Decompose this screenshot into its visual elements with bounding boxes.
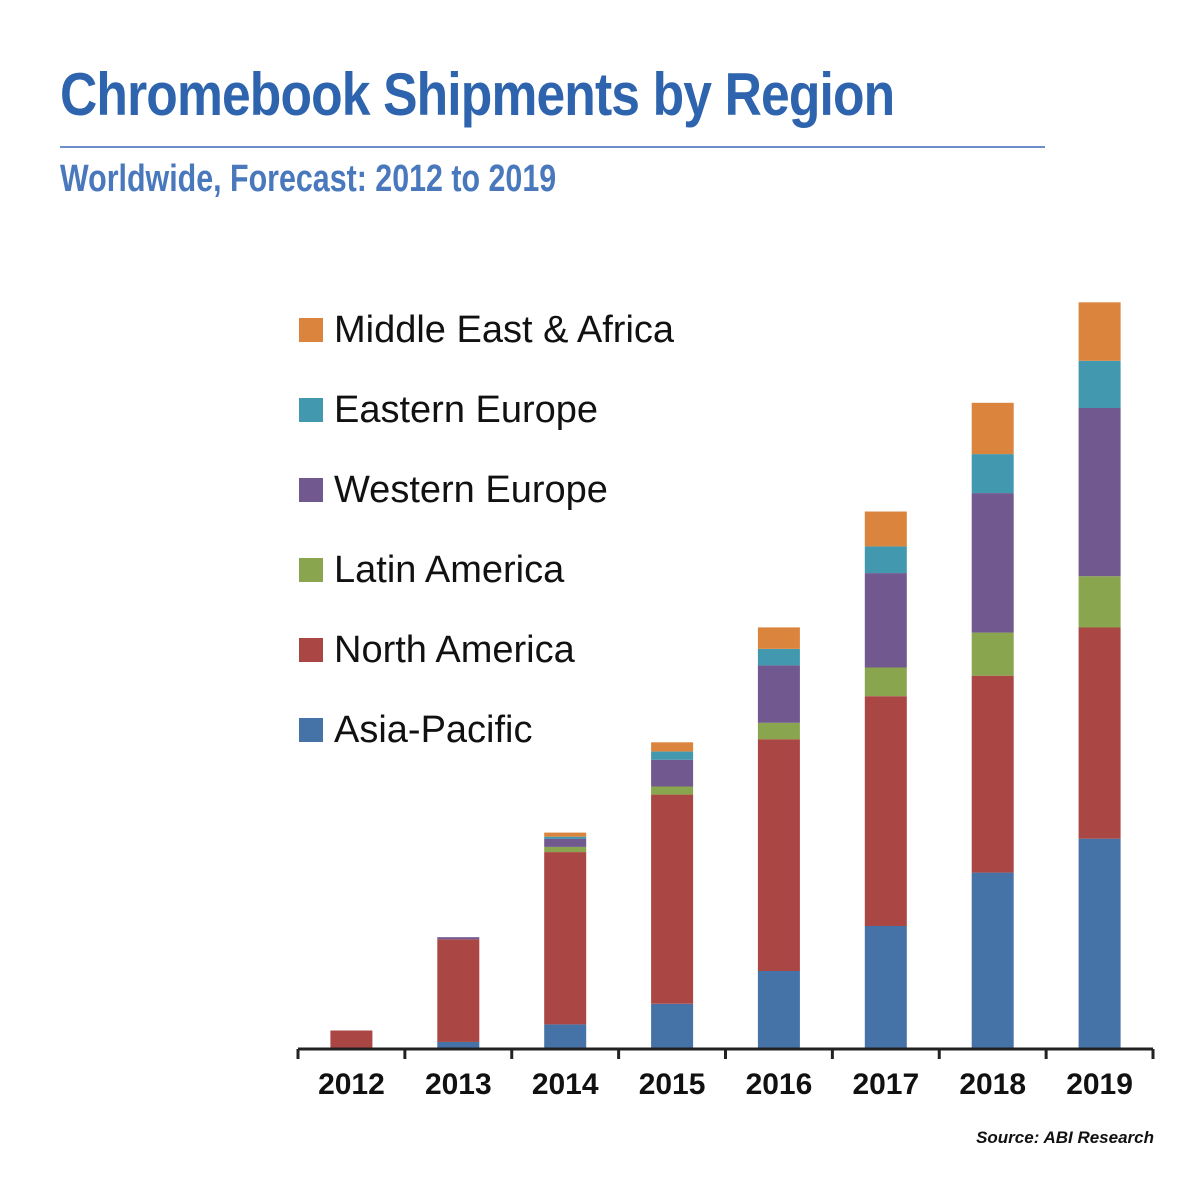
title-divider: [60, 146, 1045, 148]
bar-2019-eastern-europe: [1078, 360, 1121, 408]
x-tick-label-2017: 2017: [852, 1068, 919, 1101]
legend-swatch-eastern-europe: [299, 398, 323, 422]
bar-2017-north-america: [864, 696, 907, 926]
bar-2016-western-europe: [757, 665, 800, 723]
bar-2018-eastern-europe: [971, 454, 1014, 494]
bar-2019-asia-pacific: [1078, 838, 1121, 1049]
bar-2013-asia-pacific: [437, 1041, 480, 1049]
bar-2012-north-america: [330, 1030, 373, 1049]
legend-label-eastern-europe: Eastern Europe: [334, 389, 598, 431]
legend-swatch-western-europe: [299, 478, 323, 502]
bar-2014-middle-east-africa: [544, 832, 587, 837]
legend-swatch-middle-east-africa: [299, 318, 323, 342]
chart-title: Chromebook Shipments by Region: [60, 61, 895, 128]
x-tick-label-2014: 2014: [532, 1068, 599, 1101]
bar-2015-north-america: [651, 794, 694, 1004]
x-tick-label-2016: 2016: [746, 1068, 813, 1101]
legend-swatch-asia-pacific: [299, 718, 323, 742]
legend: Middle East & Africa Eastern Europe Wester…: [299, 309, 675, 751]
x-tick-label-2018: 2018: [959, 1068, 1026, 1101]
bar-2019-middle-east-africa: [1078, 302, 1121, 361]
legend-label-latin-america: Latin America: [334, 549, 565, 591]
bar-2014-asia-pacific: [544, 1024, 587, 1049]
bar-2016-eastern-europe: [757, 649, 800, 666]
bar-2015-latin-america: [651, 786, 694, 795]
bar-2016-north-america: [757, 739, 800, 971]
bar-2014-latin-america: [544, 846, 587, 852]
bar-2014-western-europe: [544, 838, 587, 847]
x-tick-label-2013: 2013: [425, 1068, 492, 1101]
bar-2016-latin-america: [757, 722, 800, 740]
legend-label-middle-east-africa: Middle East & Africa: [334, 309, 675, 351]
bars-group: [330, 302, 1121, 1049]
bar-2018-asia-pacific: [971, 872, 1014, 1049]
bar-2019-latin-america: [1078, 576, 1121, 628]
x-tick-label-2012: 2012: [318, 1068, 385, 1101]
bar-2017-western-europe: [864, 573, 907, 668]
bar-2013-north-america: [437, 939, 480, 1042]
bar-2014-eastern-europe: [544, 836, 587, 839]
legend-swatch-north-america: [299, 638, 323, 662]
legend-swatch-latin-america: [299, 558, 323, 582]
bar-2017-latin-america: [864, 667, 907, 697]
bar-2014-north-america: [544, 852, 587, 1025]
bar-2018-latin-america: [971, 632, 1014, 676]
legend-label-north-america: North America: [334, 629, 576, 671]
bar-2018-western-europe: [971, 493, 1014, 633]
bar-2017-asia-pacific: [864, 925, 907, 1049]
bar-2017-eastern-europe: [864, 546, 907, 574]
bar-2016-asia-pacific: [757, 971, 800, 1049]
legend-label-asia-pacific: Asia-Pacific: [334, 709, 533, 751]
bar-2015-western-europe: [651, 759, 694, 787]
bar-2019-western-europe: [1078, 408, 1121, 577]
x-axis: 2012 2013 2014 2015 2016 2017 2018 2019: [296, 1047, 1155, 1101]
bar-2015-asia-pacific: [651, 1003, 694, 1049]
x-tick-label-2019: 2019: [1066, 1068, 1133, 1101]
bar-2015-middle-east-africa: [651, 742, 694, 752]
bar-2019-north-america: [1078, 627, 1121, 839]
bar-2018-middle-east-africa: [971, 402, 1014, 455]
source-note: Source: ABI Research: [976, 1128, 1154, 1147]
bar-2015-eastern-europe: [651, 751, 694, 760]
chart-subtitle: Worldwide, Forecast: 2012 to 2019: [60, 158, 557, 200]
bar-2013-western-europe: [437, 937, 480, 940]
bar-2016-middle-east-africa: [757, 627, 800, 649]
x-tick-label-2015: 2015: [639, 1068, 706, 1101]
bar-2018-north-america: [971, 675, 1014, 873]
bar-2017-middle-east-africa: [864, 511, 907, 547]
legend-label-western-europe: Western Europe: [334, 469, 608, 511]
